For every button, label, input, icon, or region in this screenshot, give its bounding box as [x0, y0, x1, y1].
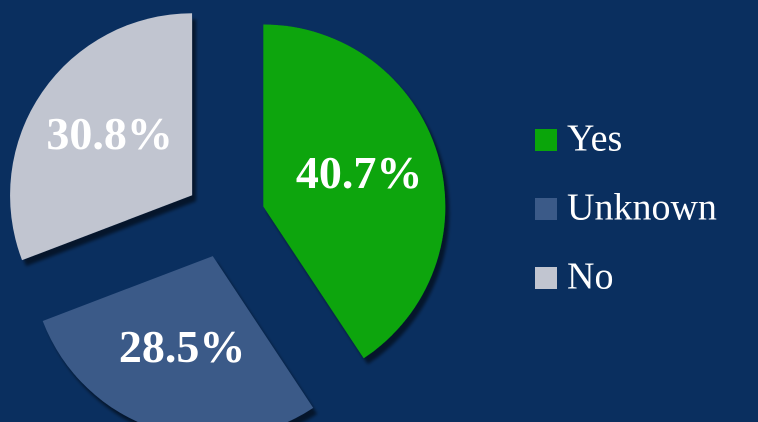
pie-slice [263, 24, 446, 359]
slice-label: 40.7% [296, 147, 423, 198]
legend-label: Unknown [567, 187, 717, 229]
pie-slice [42, 256, 314, 422]
slice-label: 28.5% [119, 321, 246, 372]
legend-label: Yes [567, 118, 622, 160]
slice-label: 30.8% [46, 108, 173, 159]
legend-swatch [535, 267, 557, 289]
pie-slice [10, 13, 193, 261]
legend-swatch [535, 129, 557, 151]
legend-swatch [535, 198, 557, 220]
legend-label: No [567, 256, 613, 298]
